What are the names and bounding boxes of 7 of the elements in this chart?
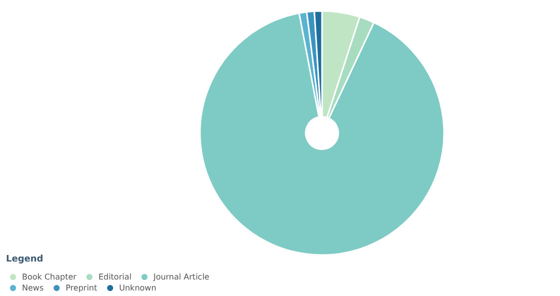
legend-label: News — [22, 284, 44, 292]
legend-label: Preprint — [66, 284, 98, 292]
legend-label: Journal Article — [152, 272, 210, 282]
legend-label: Book Chapter — [22, 272, 78, 282]
legend-label: Unknown — [119, 284, 156, 292]
legend-label: Editorial — [98, 272, 132, 282]
legend-title: Legend — [6, 254, 44, 264]
